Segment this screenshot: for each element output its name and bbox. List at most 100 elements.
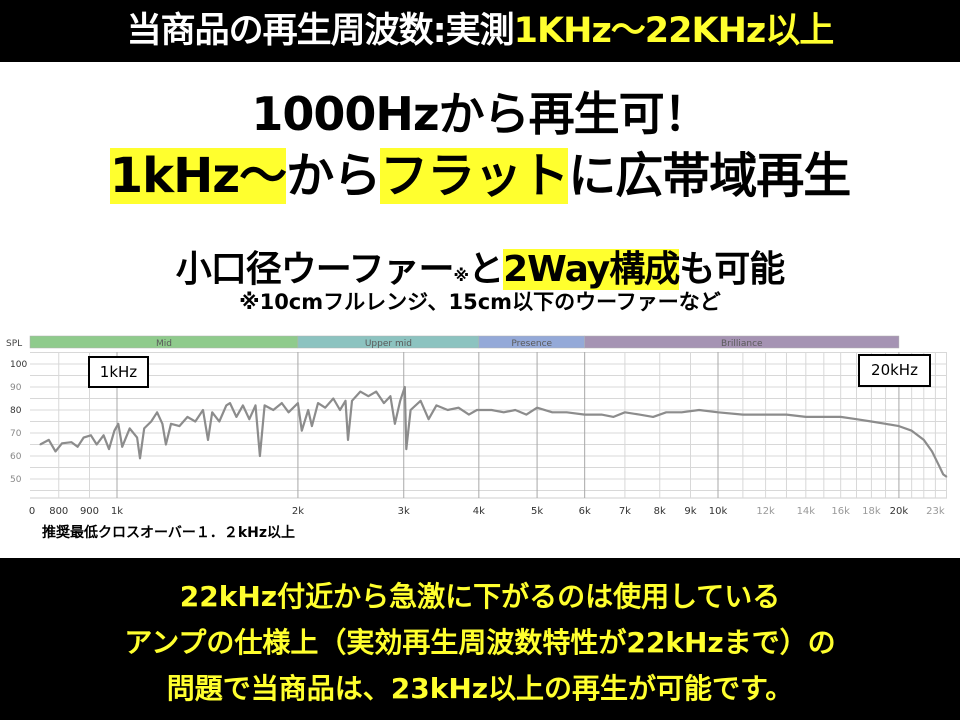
data-point <box>525 413 528 416</box>
band-label: Presence <box>511 339 552 349</box>
data-point <box>248 418 251 420</box>
data-point <box>324 406 326 409</box>
data-point <box>113 429 116 432</box>
band-label: Upper mid <box>365 339 412 349</box>
data-point <box>870 420 873 423</box>
text-possible: も可能 <box>679 249 785 290</box>
footer-banner: 22kHz付近から急激に下がるのは使用している アンプの仕様上（実効再生周波数特… <box>0 558 960 720</box>
y-tick-label: 60 <box>10 452 22 462</box>
data-point <box>235 416 238 418</box>
data-point <box>225 404 228 407</box>
data-point <box>39 443 41 446</box>
data-point <box>90 434 92 437</box>
data-point <box>698 409 700 411</box>
data-point <box>311 425 313 427</box>
text-wideband: に広帯域再生 <box>568 148 851 204</box>
data-point <box>47 439 50 441</box>
data-point <box>242 404 244 407</box>
data-point <box>551 411 554 414</box>
data-point <box>194 420 197 423</box>
data-point <box>457 406 460 409</box>
data-point <box>394 423 396 425</box>
x-tick-label: 4k <box>473 506 485 517</box>
data-point <box>898 425 900 427</box>
text-to: と <box>468 249 504 290</box>
footer-line3: 問題で当商品は、23kHz以上の再生が可能です。 <box>166 672 794 705</box>
text-small-woofer: 小口径ウーファー <box>175 249 455 290</box>
headline-line3: 小口径ウーファー※と2Way構成も可能 <box>0 240 960 292</box>
frequency-response-chart: Mid Upper mid Presence Brilliance SPL 100 90 80… <box>6 335 948 517</box>
data-point <box>207 439 209 441</box>
data-point <box>76 446 79 448</box>
data-point <box>202 409 204 411</box>
annotation-20khz: 20kHz <box>858 354 931 387</box>
x-tick-label: 10k <box>709 506 728 517</box>
data-point <box>612 416 615 418</box>
data-point <box>150 420 152 423</box>
data-point <box>652 416 654 418</box>
data-point <box>344 400 347 402</box>
x-tick-label: 900 <box>80 506 99 517</box>
x-tick-label: 20k <box>890 506 909 517</box>
data-point <box>186 416 189 418</box>
data-point <box>218 420 221 423</box>
header-banner: 当商品の再生周波数:実測1KHz～22KHz以上 <box>0 0 960 62</box>
data-point <box>403 386 406 388</box>
data-point <box>945 475 948 478</box>
data-point <box>638 413 641 416</box>
data-point <box>805 416 807 418</box>
data-point <box>583 413 586 416</box>
highlight-1khz: 1kHz～ <box>109 148 287 204</box>
data-point <box>446 409 449 411</box>
data-point <box>665 411 668 414</box>
data-point <box>536 406 538 409</box>
data-point <box>717 411 719 414</box>
data-point <box>136 436 138 439</box>
footer-line2: アンプの仕様上（実効再生周波数特性が22kHzまで）の <box>124 626 836 659</box>
data-point <box>280 402 283 404</box>
data-point <box>165 443 167 446</box>
data-point <box>178 425 181 427</box>
data-point <box>359 390 362 393</box>
data-point <box>937 464 940 466</box>
data-point <box>435 404 438 407</box>
data-point <box>476 409 478 411</box>
data-point <box>427 418 430 420</box>
x-tick-label: 0 <box>29 506 35 517</box>
data-point <box>405 448 408 450</box>
data-point <box>70 441 73 443</box>
data-point <box>942 473 945 476</box>
data-point <box>297 402 299 404</box>
data-point <box>102 434 105 437</box>
data-point <box>383 402 385 404</box>
response-curve <box>39 385 948 478</box>
data-point <box>272 409 275 411</box>
y-tick-label: 90 <box>10 383 22 393</box>
y-tick-label: 50 <box>10 475 22 485</box>
x-tick-label: 1k <box>111 506 123 517</box>
x-tick-label: 18k <box>862 506 881 517</box>
y-tick-label: 100 <box>10 360 27 370</box>
band-label: Brilliance <box>721 339 763 349</box>
data-point <box>54 450 57 453</box>
data-point <box>742 413 744 416</box>
data-point <box>785 413 788 416</box>
x-tick-label: 9k <box>684 506 696 517</box>
data-point <box>347 439 349 441</box>
data-point <box>301 429 303 432</box>
x-tick-label: 6k <box>579 506 591 517</box>
data-point <box>229 402 231 404</box>
x-tick-label: 14k <box>797 506 816 517</box>
data-point <box>332 397 335 400</box>
crossover-note: 推奨最低クロスオーバー１．２kHz以上 <box>42 525 296 541</box>
x-tick-label: 800 <box>49 506 68 517</box>
x-tick-label: 5k <box>531 506 543 517</box>
data-point <box>287 411 290 414</box>
data-point <box>514 409 517 411</box>
data-point <box>95 443 98 446</box>
data-point <box>931 450 933 453</box>
data-point <box>389 395 392 397</box>
data-point <box>254 404 257 407</box>
band-label: Mid <box>156 339 172 349</box>
y-tick-label: 80 <box>10 406 22 416</box>
